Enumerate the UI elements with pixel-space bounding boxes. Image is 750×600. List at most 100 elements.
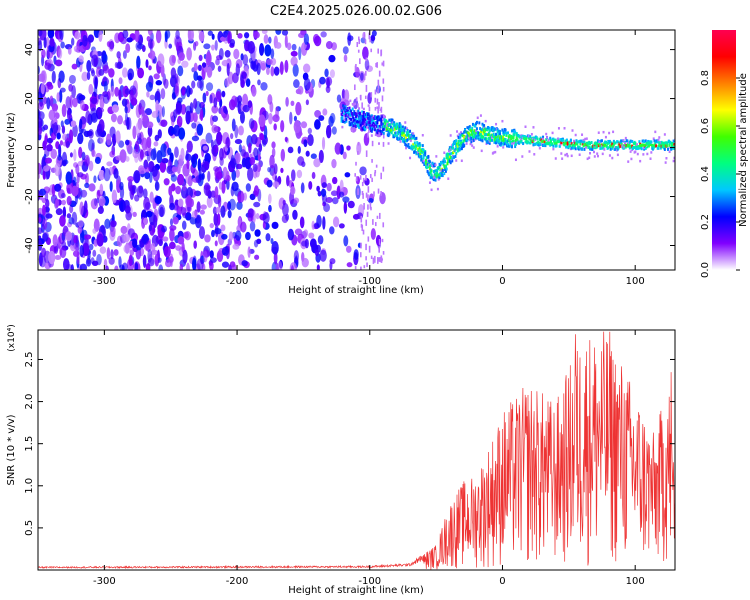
noise-cell	[207, 30, 214, 36]
noise-cell	[368, 127, 370, 133]
signal-cell	[347, 111, 350, 115]
signal-cell	[340, 119, 343, 123]
noise-cell	[247, 208, 255, 218]
noise-cell	[182, 181, 187, 192]
signal-cell	[400, 125, 403, 129]
signal-halo-cell	[592, 150, 595, 154]
noise-cell	[275, 42, 282, 49]
signal-halo-cell	[475, 129, 478, 133]
signal-cell	[361, 110, 364, 114]
signal-cell	[400, 134, 403, 138]
noise-cell	[60, 193, 66, 199]
noise-cell	[287, 146, 294, 154]
noise-cell	[120, 201, 124, 212]
noise-cell	[320, 31, 327, 38]
signal-halo-cell	[421, 133, 424, 137]
signal-halo-cell	[597, 131, 600, 134]
signal-cell	[626, 139, 629, 143]
noise-cell	[211, 146, 217, 155]
noise-cell	[331, 158, 337, 169]
noise-cell	[59, 246, 67, 259]
noise-cell	[177, 236, 185, 245]
signal-cell	[451, 159, 454, 163]
noise-cell	[293, 197, 300, 204]
signal-halo-cell	[460, 131, 463, 134]
noise-cell	[211, 33, 215, 40]
noise-cell	[228, 231, 234, 241]
signal-cell	[371, 127, 374, 131]
noise-cell	[319, 76, 326, 85]
noise-cell	[259, 133, 265, 141]
signal-cell	[504, 128, 507, 132]
signal-halo-cell	[672, 159, 675, 163]
noise-cell	[359, 58, 361, 65]
noise-cell	[209, 257, 217, 263]
noise-cell	[132, 211, 137, 218]
noise-cell	[260, 62, 266, 71]
noise-cell	[219, 36, 227, 42]
signal-cell	[351, 107, 354, 111]
noise-cell	[94, 76, 98, 90]
noise-cell	[294, 228, 303, 236]
signal-cell	[359, 123, 362, 127]
signal-cell	[643, 147, 646, 151]
noise-cell	[78, 146, 83, 159]
snr-panel: -300 -200 -100 0 100 0.5 1.0 1.5 2.0 2.5 Height …	[6, 324, 676, 596]
signal-cell	[395, 125, 398, 129]
signal-halo-cell	[377, 142, 380, 145]
noise-cell	[79, 244, 84, 258]
noise-cell	[188, 30, 195, 42]
noise-cell	[38, 30, 43, 37]
signal-cell	[516, 138, 519, 142]
signal-halo-cell	[521, 155, 524, 158]
noise-cell	[196, 258, 204, 270]
noise-cell	[148, 65, 152, 71]
noise-cell	[267, 94, 273, 105]
signal-cell	[385, 119, 388, 123]
signal-cell	[459, 134, 462, 138]
noise-cell	[236, 163, 243, 170]
signal-cell	[596, 142, 599, 146]
signal-cell	[367, 112, 370, 116]
signal-halo-cell	[496, 145, 499, 148]
signal-halo-cell	[447, 177, 450, 180]
signal-cell	[361, 121, 364, 125]
noise-cell	[353, 249, 359, 261]
signal-halo-cell	[417, 151, 420, 154]
noise-cell	[168, 241, 176, 250]
noise-cell	[280, 148, 286, 162]
noise-cell	[56, 92, 60, 102]
signal-cell	[462, 142, 465, 146]
signal-cell	[604, 140, 607, 144]
noise-cell	[148, 171, 153, 184]
signal-halo-cell	[586, 157, 589, 161]
noise-cell	[45, 213, 53, 219]
noise-cell	[234, 139, 243, 145]
signal-halo-cell	[436, 187, 439, 191]
noise-cell	[43, 124, 49, 131]
noise-cell	[355, 161, 357, 166]
signal-cell	[574, 147, 577, 151]
noise-cell	[311, 171, 316, 180]
signal-cell	[619, 144, 622, 148]
signal-cell	[427, 154, 430, 158]
noise-cell	[176, 173, 185, 186]
signal-cell	[644, 139, 647, 143]
noise-cell	[293, 250, 299, 263]
noise-cell	[137, 67, 145, 79]
noise-cell	[70, 264, 74, 270]
noise-cell	[64, 118, 70, 125]
signal-halo-cell	[652, 137, 655, 140]
signal-cell	[390, 128, 393, 132]
signal-halo-cell	[673, 156, 675, 160]
signal-halo-cell	[467, 136, 470, 140]
noise-cell	[303, 139, 308, 148]
signal-cell	[501, 128, 504, 132]
noise-cell	[342, 151, 347, 160]
signal-cell	[492, 132, 495, 136]
x-tick-label: -200	[226, 276, 249, 287]
noise-cell	[369, 37, 371, 43]
noise-cell	[369, 174, 372, 179]
noise-cell	[52, 234, 58, 247]
